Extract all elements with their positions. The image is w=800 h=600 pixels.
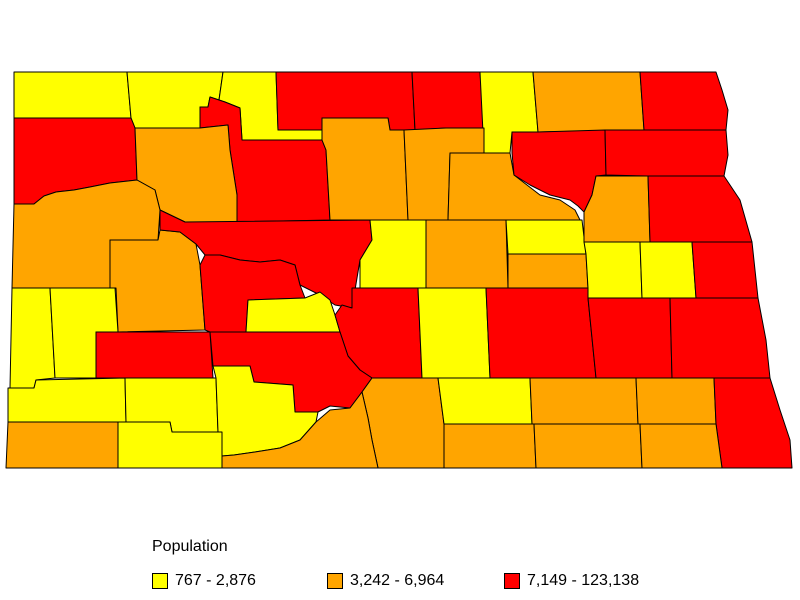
legend-title: Population — [152, 538, 228, 555]
county-ramsey — [511, 129, 607, 213]
legend-items: 767 - 2,876 3,242 - 6,964 7,149 - 123,13… — [152, 570, 712, 592]
county-traill — [691, 241, 759, 299]
legend-item-high: 7,149 - 123,138 — [504, 570, 639, 592]
county-mcintosh — [443, 423, 537, 469]
county-dickey — [533, 423, 643, 469]
county-griggs — [583, 241, 643, 299]
county-ransom — [635, 377, 717, 425]
county-bowman — [5, 421, 119, 469]
county-foster — [507, 253, 589, 289]
county-barnes — [587, 297, 673, 379]
county-rolette — [411, 71, 485, 131]
county-logan — [437, 377, 533, 425]
county-stark — [95, 331, 214, 379]
county-steele — [639, 241, 697, 299]
choropleth-map — [5, 71, 793, 469]
legend-swatch-low — [152, 573, 168, 589]
county-pembina — [639, 71, 729, 131]
legend-swatch-high — [504, 573, 520, 589]
county-sargent — [639, 423, 723, 469]
legend-label-medium: 3,242 - 6,964 — [350, 572, 445, 589]
county-cavalier — [532, 71, 645, 133]
county-cass — [669, 297, 771, 379]
county-dunn — [109, 229, 206, 333]
legend: Population 767 - 2,876 3,242 - 6,964 7,1… — [152, 538, 712, 594]
county-grand-forks — [647, 175, 753, 243]
legend-label-low: 767 - 2,876 — [175, 572, 256, 589]
county-walsh — [604, 129, 729, 177]
county-lamoure — [529, 377, 639, 425]
legend-label-high: 7,149 - 123,138 — [527, 572, 640, 589]
legend-swatch-medium — [327, 573, 343, 589]
county-stutsman — [485, 287, 597, 379]
county-golden-valley — [9, 287, 56, 389]
county-eddy — [505, 219, 587, 255]
county-adams — [117, 421, 223, 469]
legend-item-medium: 3,242 - 6,964 — [327, 570, 444, 592]
county-richland — [713, 377, 793, 469]
county-wells — [425, 219, 509, 289]
county-divide — [13, 71, 132, 119]
legend-item-low: 767 - 2,876 — [152, 570, 256, 592]
county-nelson — [583, 175, 651, 243]
county-kidder — [417, 287, 491, 379]
county-sioux — [221, 391, 379, 469]
county-mercer — [199, 254, 306, 333]
county-mchenry — [321, 117, 409, 221]
